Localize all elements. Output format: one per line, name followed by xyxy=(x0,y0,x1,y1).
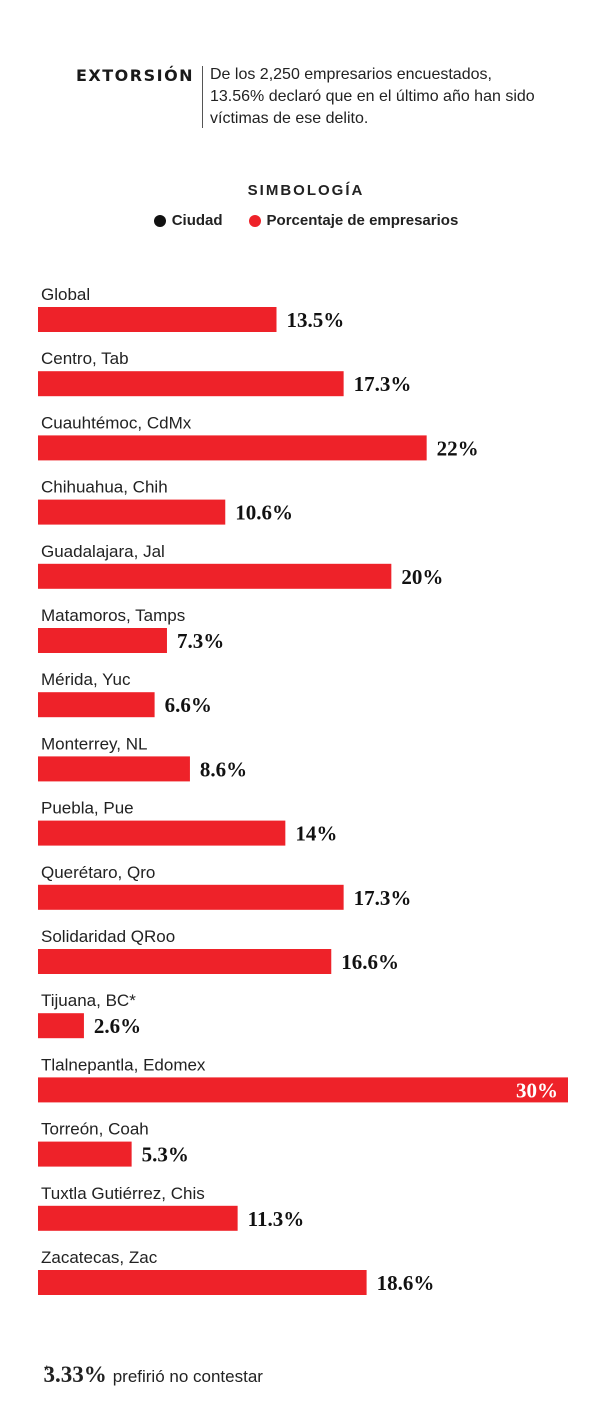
city-label-monterrey-nl: Monterrey, NL xyxy=(41,734,147,753)
bar-chart: Global 13.5% Centro, Tab 17.3% Cuauhtémoc, C… xyxy=(38,285,568,1295)
city-label-torreon-coah: Torreón, Coah xyxy=(41,1120,149,1139)
value-label-solidaridad-qroo: 16.6% xyxy=(341,950,399,974)
city-label-tlalnepantla-edomex: Tlalnepantla, Edomex xyxy=(41,1055,206,1074)
footnote-value-wrap: *3.33% xyxy=(43,1362,107,1388)
bar-tlalnepantla-edomex xyxy=(38,1077,568,1103)
city-label-centro-tab: Centro, Tab xyxy=(41,349,129,368)
footnote-marker: * xyxy=(44,1362,50,1379)
value-label-cuauhtemoc-cdmx: 22% xyxy=(437,436,479,460)
legend-title: SIMBOLOGÍA xyxy=(247,182,365,199)
legend-dot-city xyxy=(153,214,166,227)
value-label-queretaro-qro: 17.3% xyxy=(354,886,412,910)
city-label-zacatecas-zac: Zacatecas, Zac xyxy=(41,1248,158,1267)
value-label-merida-yuc: 6.6% xyxy=(165,693,212,717)
legend-label-percentage: Porcentaje de empresarios xyxy=(266,212,459,229)
value-label-tuxtla-gutierrez-chis: 11.3% xyxy=(248,1207,305,1231)
city-label-merida-yuc: Mérida, Yuc xyxy=(41,670,131,689)
city-label-matamoros-tamps: Matamoros, Tamps xyxy=(41,606,185,625)
city-label-tuxtla-gutierrez-chis: Tuxtla Gutiérrez, Chis xyxy=(41,1184,205,1203)
value-label-torreon-coah: 5.3% xyxy=(142,1143,189,1167)
value-label-chihuahua-chih: 10.6% xyxy=(235,501,293,525)
bar-tijuana-bc xyxy=(38,1013,84,1039)
bar-solidaridad-qroo xyxy=(38,949,332,974)
bar-torreon-coah xyxy=(38,1141,132,1167)
legend-dot-percentage xyxy=(248,214,261,227)
city-label-queretaro-qro: Querétaro, Qro xyxy=(41,863,155,882)
footnote: *3.33% prefirió no contestar xyxy=(43,1362,263,1388)
bar-chihuahua-chih xyxy=(38,499,226,525)
legend: Ciudad Porcentaje de empresarios xyxy=(0,212,612,229)
bar-guadalajara-jal xyxy=(38,563,392,589)
bar-merida-yuc xyxy=(38,692,155,718)
city-label-puebla-pue: Puebla, Pue xyxy=(41,799,134,818)
city-label-global: Global xyxy=(41,285,90,304)
city-label-guadalajara-jal: Guadalajara, Jal xyxy=(41,542,165,561)
bar-global xyxy=(38,307,277,332)
value-label-tijuana-bc: 2.6% xyxy=(94,1014,141,1038)
legend-label-city: Ciudad xyxy=(171,212,223,229)
value-label-centro-tab: 17.3% xyxy=(354,372,412,396)
value-label-zacatecas-zac: 18.6% xyxy=(377,1271,435,1295)
value-label-puebla-pue: 14% xyxy=(295,822,337,846)
value-label-matamoros-tamps: 7.3% xyxy=(177,629,224,653)
value-label-monterrey-nl: 8.6% xyxy=(200,757,247,781)
value-label-guadalajara-jal: 20% xyxy=(401,565,443,589)
city-label-cuauhtemoc-cdmx: Cuauhtémoc, CdMx xyxy=(41,413,192,432)
bar-puebla-pue xyxy=(38,820,286,846)
bar-zacatecas-zac xyxy=(38,1270,367,1295)
city-label-chihuahua-chih: Chihuahua, Chih xyxy=(41,478,168,497)
bar-matamoros-tamps xyxy=(38,628,167,653)
legend-item-city: Ciudad xyxy=(153,212,223,229)
footnote-value: 3.33% xyxy=(43,1362,107,1387)
bar-cuauhtemoc-cdmx xyxy=(38,435,427,461)
city-label-tijuana-bc: Tijuana, BC* xyxy=(41,991,136,1010)
bar-tuxtla-gutierrez-chis xyxy=(38,1205,238,1231)
bar-queretaro-qro xyxy=(38,884,344,910)
bar-monterrey-nl xyxy=(38,756,190,782)
header-title: EXTORSIÓN xyxy=(76,66,195,85)
header-description: De los 2,250 empresarios encuestados, 13… xyxy=(210,66,535,127)
footnote-text: prefirió no contestar xyxy=(112,1367,263,1386)
legend-item-percentage: Porcentaje de empresarios xyxy=(248,212,459,229)
header-divider xyxy=(202,66,203,128)
city-label-solidaridad-qroo: Solidaridad QRoo xyxy=(41,927,175,946)
bar-centro-tab xyxy=(38,371,344,397)
value-label-global: 13.5% xyxy=(287,308,345,332)
value-label-tlalnepantla-edomex: 30% xyxy=(516,1078,558,1102)
